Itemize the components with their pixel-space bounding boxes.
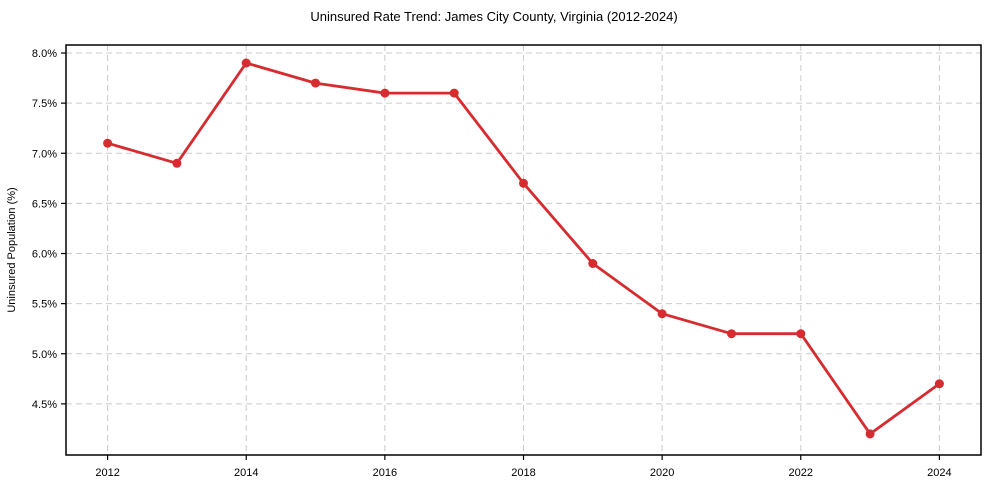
y-tick-label: 4.5% (32, 399, 57, 411)
data-point (103, 138, 113, 148)
data-point (172, 158, 182, 168)
y-tick-label: 7.0% (32, 148, 57, 160)
axis-ticks (61, 52, 941, 460)
data-series (103, 58, 944, 439)
x-tick-label: 2022 (789, 467, 813, 479)
data-point (241, 58, 251, 68)
x-tick-label: 2020 (650, 467, 674, 479)
data-point (519, 178, 528, 188)
y-tick-label: 8.0% (32, 48, 57, 60)
data-point (311, 78, 320, 88)
x-tick-label: 2024 (927, 467, 951, 479)
data-point (588, 259, 598, 268)
x-tick-label: 2016 (373, 467, 397, 479)
tick-labels: 4.5% 5.0% 5.5% 6.0% 6.5% 7.0% 7.5% 8.0% 2012 2014… (32, 48, 952, 479)
y-tick-label: 6.0% (32, 249, 57, 261)
data-point (934, 379, 944, 389)
x-tick-label: 2018 (511, 467, 535, 479)
y-tick-label: 5.0% (32, 349, 57, 361)
y-tick-label: 7.5% (32, 98, 57, 110)
data-point (796, 329, 806, 339)
x-tick-label: 2014 (234, 467, 258, 479)
data-point (657, 309, 667, 319)
data-point (727, 329, 736, 339)
x-tick-label: 2012 (95, 467, 119, 479)
data-point (449, 88, 459, 98)
y-tick-label: 5.5% (32, 299, 57, 311)
y-tick-label: 6.5% (32, 198, 57, 210)
data-point (380, 88, 390, 98)
chart-title: Uninsured Rate Trend: James City County,… (310, 9, 677, 24)
data-point (865, 429, 875, 439)
y-axis-label: Uninsured Population (%) (6, 187, 18, 312)
plot-frame (65, 44, 982, 456)
